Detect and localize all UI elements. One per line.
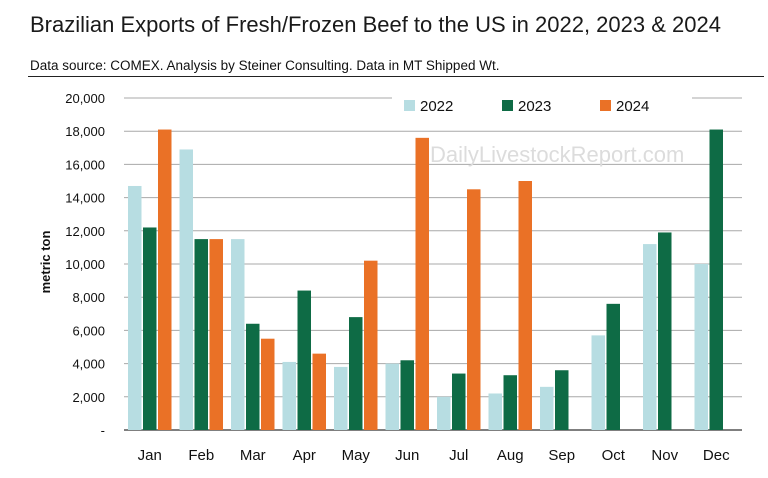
bar-2022-feb [179, 149, 193, 430]
y-tick-label: 16,000 [65, 157, 105, 172]
bar-2024-feb [209, 239, 223, 430]
title-divider [28, 76, 764, 77]
y-tick-label: 6,000 [72, 323, 105, 338]
x-category-label: Nov [651, 447, 678, 464]
bar-2023-nov [658, 232, 672, 430]
x-category-label: Aug [497, 447, 524, 464]
x-category-label: Dec [703, 447, 730, 464]
x-category-labels: Jan Feb Mar Apr May Jun Jul Aug Sep Oct Nov Dec [138, 447, 730, 464]
y-tick-label: 18,000 [65, 124, 105, 139]
bar-2022-sep [540, 386, 554, 430]
y-tick-labels: - 2,000 4,000 6,000 8,000 10,000 12,000 14,000 1… [65, 91, 105, 438]
bar-2022-may [334, 366, 348, 430]
y-tick-label: 4,000 [72, 357, 105, 372]
bar-2022-nov [643, 244, 657, 430]
bar-2022-jan [128, 185, 142, 430]
bar-2023-feb [194, 239, 208, 430]
y-tick-label: 12,000 [65, 224, 105, 239]
y-tick-label: 8,000 [72, 290, 105, 305]
bar-2023-apr [297, 290, 311, 430]
chart-title: Brazilian Exports of Fresh/Frozen Beef t… [30, 12, 721, 37]
bar-2022-dec [694, 264, 708, 430]
legend-label: 2022 [420, 98, 453, 115]
y-axis-label: metric ton [38, 231, 53, 294]
bar-2024-jan [158, 129, 172, 431]
x-category-label: Oct [602, 447, 626, 464]
bar-2024-mar [261, 338, 275, 430]
x-category-label: Apr [293, 447, 316, 464]
y-tick-label: 10,000 [65, 257, 105, 272]
bar-2024-apr [312, 353, 326, 430]
legend-swatch [502, 100, 513, 111]
y-tick-label: 14,000 [65, 191, 105, 206]
bar-2022-jul [437, 396, 451, 430]
y-tick-label: 20,000 [65, 91, 105, 106]
bar-2023-sep [555, 370, 569, 430]
bar-2022-jun [385, 363, 399, 430]
legend-background [392, 88, 692, 112]
bar-2024-aug [518, 181, 532, 430]
x-category-label: Jan [138, 447, 162, 464]
bar-2024-jun [415, 137, 429, 430]
x-category-label: Feb [188, 447, 214, 464]
bar-2023-may [349, 317, 363, 430]
bar-2023-jun [400, 360, 414, 430]
bar-2023-dec [709, 129, 723, 431]
legend-label: 2023 [518, 98, 551, 115]
bar-2022-aug [488, 393, 502, 430]
bar-2024-jul [467, 189, 481, 430]
x-category-label: Jun [395, 447, 419, 464]
legend-label: 2024 [616, 98, 649, 115]
bar-2023-jan [143, 227, 157, 430]
bar-2024-may [364, 260, 378, 430]
chart-subtitle: Data source: COMEX. Analysis by Steiner … [30, 58, 500, 73]
legend-swatch [600, 100, 611, 111]
x-category-label: Mar [240, 447, 266, 464]
bar-2023-jul [452, 373, 466, 430]
x-category-label: Jul [449, 447, 468, 464]
watermark: DailyLivestockReport.com [430, 142, 684, 167]
y-tick-label: 2,000 [72, 390, 105, 405]
y-tick-label: - [101, 423, 105, 438]
bar-2022-apr [282, 361, 296, 430]
gridlines [124, 97, 742, 431]
legend: 2022 2023 2024 [392, 88, 692, 115]
bar-2023-mar [246, 323, 260, 430]
x-category-label: Sep [548, 447, 575, 464]
bar-2022-mar [231, 239, 245, 430]
bar-2023-aug [503, 375, 517, 430]
legend-swatch [404, 100, 415, 111]
bar-2023-oct [606, 303, 620, 430]
x-category-label: May [342, 447, 371, 464]
bar-2022-oct [591, 335, 605, 430]
bars [128, 129, 723, 431]
